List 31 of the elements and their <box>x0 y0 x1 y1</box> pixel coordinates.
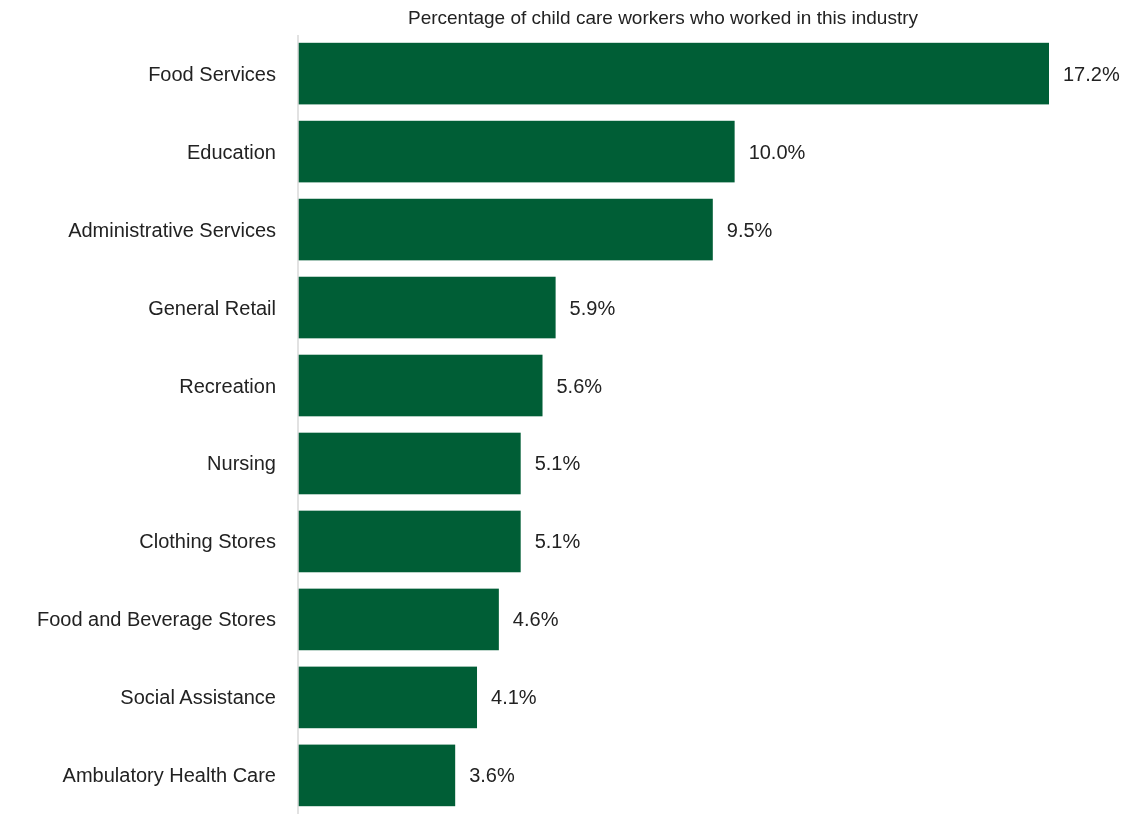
bar <box>298 588 499 651</box>
data-label: 10.0% <box>748 140 806 163</box>
data-label: 4.1% <box>491 686 537 709</box>
data-label: 4.6% <box>512 608 559 631</box>
data-label: 17.2% <box>1063 62 1120 85</box>
bar <box>298 276 556 339</box>
data-label: 3.6% <box>469 764 515 787</box>
data-label: 5.9% <box>569 296 616 319</box>
y-tick-label: Education <box>187 140 276 163</box>
data-label: 5.6% <box>556 374 603 397</box>
bar <box>298 120 735 183</box>
bar <box>298 666 478 729</box>
y-tick-label: General Retail <box>148 296 276 319</box>
bar <box>298 354 543 417</box>
y-tick-label: Clothing Stores <box>139 530 276 553</box>
bar <box>298 198 713 261</box>
bar <box>298 432 521 495</box>
bar <box>298 744 456 807</box>
chart-title: Percentage of child care workers who worked in this industry <box>407 7 919 28</box>
data-label: 9.5% <box>726 218 773 241</box>
data-label: 5.1% <box>534 530 581 553</box>
y-tick-label: Social Assistance <box>120 686 276 709</box>
y-tick-label: Nursing <box>207 452 276 475</box>
y-tick-label: Food and Beverage Stores <box>36 608 276 631</box>
y-tick-label: Recreation <box>179 374 276 397</box>
data-label: 5.1% <box>534 452 581 475</box>
y-tick-label: Food Services <box>148 62 276 85</box>
y-tick-label: Ambulatory Health Care <box>62 764 276 787</box>
bar <box>298 42 1049 105</box>
bar <box>298 510 521 573</box>
y-tick-label: Administrative Services <box>68 218 276 241</box>
